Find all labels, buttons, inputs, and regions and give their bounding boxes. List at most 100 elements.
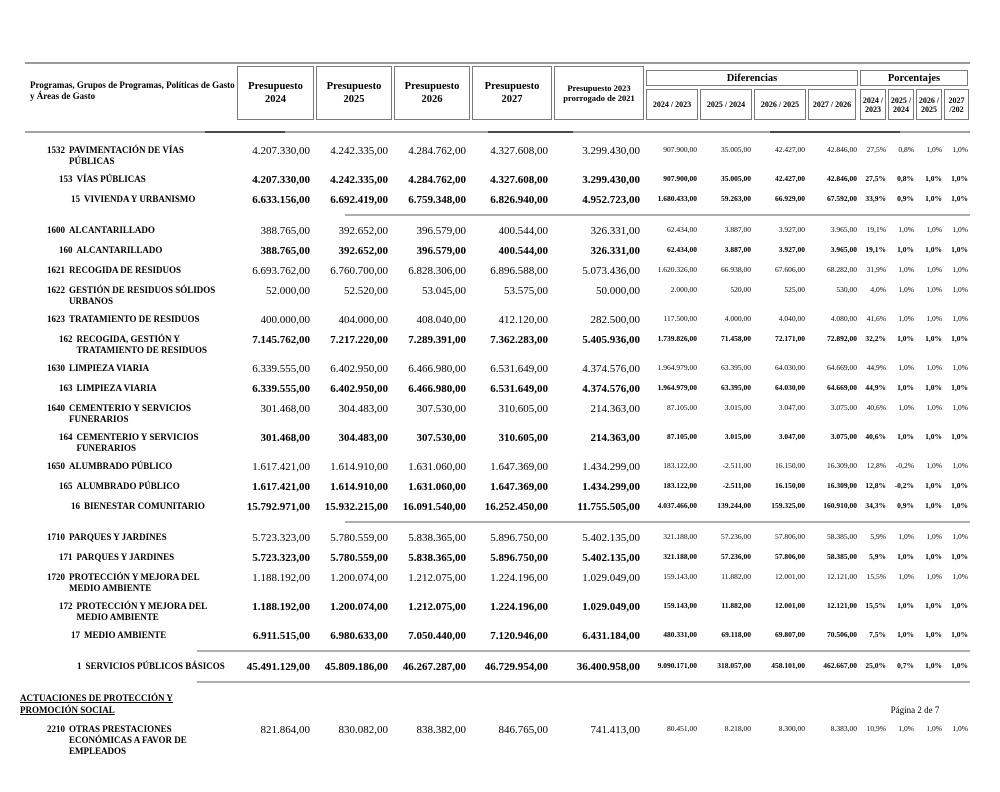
- budget-value-2: 7.050.440,00: [408, 630, 466, 642]
- pct-value-0: 5,9%: [870, 532, 886, 541]
- budget-value-0: 6.911.515,00: [252, 630, 310, 642]
- budget-value-3: 310.605,00: [498, 432, 549, 444]
- table-header: Programas, Grupos de Programas, Política…: [25, 0, 970, 138]
- table-row: 171 PARQUES Y JARDINES 5.723.323,00 5.780.5…: [25, 552, 970, 565]
- table-row: 2210 OTRAS PRESTACIONES ECONÓMICAS A FAVO…: [25, 724, 970, 757]
- budget-value-0: 1.617.421,00: [252, 481, 310, 493]
- diff-value-2: 72.171,00: [775, 334, 805, 343]
- table-row: 1 SERVICIOS PÚBLICOS BÁSICOS 45.491.129,00…: [25, 661, 970, 674]
- table-row: 1621 RECOGIDA DE RESIDUOS 6.693.762,00 6.76…: [25, 265, 970, 278]
- pct-value-2: 1,0%: [925, 174, 942, 183]
- budget-value-0: 301.468,00: [260, 432, 311, 444]
- row-name-text: ALUMBRADO PÚBLICO: [69, 461, 173, 471]
- budget-value-2: 1.631.060,00: [408, 481, 466, 493]
- row-name-text: PARQUES Y JARDINES: [69, 532, 167, 542]
- diff-value-1: -2.511,00: [722, 461, 751, 470]
- row-label: 2210 OTRAS PRESTACIONES ECONÓMICAS A FAVO…: [25, 724, 230, 757]
- row-name-text: LIMPIEZA VIARIA: [69, 363, 150, 373]
- pct-value-3: 1,0%: [951, 501, 968, 510]
- budget-value-1: 5.780.559,00: [330, 552, 388, 564]
- budget-value-3: 16.252.450,00: [484, 501, 548, 513]
- budget-value-0: 6.693.762,00: [252, 265, 310, 277]
- diff-value-1: 63.395,00: [721, 383, 751, 392]
- diff-value-3: 42.846,00: [827, 174, 857, 183]
- budget-value-2: 6.466.980,00: [408, 363, 466, 375]
- row-code: 1600: [47, 225, 65, 235]
- budget-value-3: 4.327.608,00: [490, 145, 548, 157]
- diff-value-1: 139.244,00: [717, 501, 751, 510]
- budget-value-3: 412.120,00: [498, 314, 549, 326]
- pct-value-1: 1,0%: [897, 630, 914, 639]
- diff-value-3: 12.121,00: [827, 572, 857, 581]
- table-row: 164 CEMENTERIO Y SERVICIOS FUNERARIOS 301.…: [25, 432, 970, 454]
- budget-value-0: 1.188.192,00: [252, 572, 310, 584]
- budget-value-4: 5.405.936,00: [582, 334, 640, 346]
- budget-value-4: 326.331,00: [590, 225, 641, 237]
- budget-value-4: 50.000,00: [596, 285, 640, 297]
- table-row: 162 RECOGIDA, GESTIÓN Y TRATAMIENTO DE RE…: [25, 334, 970, 356]
- budget-value-2: 53.045,00: [422, 285, 466, 297]
- pct-value-0: 4,0%: [870, 285, 886, 294]
- budget-value-1: 7.217.220,00: [330, 334, 388, 346]
- budget-value-4: 6.431.184,00: [582, 630, 640, 642]
- pct-value-3: 1,0%: [951, 661, 968, 670]
- row-code: 15: [71, 194, 80, 204]
- table-row: 1622 GESTIÓN DE RESIDUOS SÓLIDOS URBANOS 5…: [25, 285, 970, 307]
- header-rule-dark-segment: [770, 131, 900, 133]
- pct-value-0: 15,5%: [865, 601, 886, 610]
- budget-value-4: 4.952.723,00: [582, 194, 640, 206]
- pct-value-1: 1,0%: [898, 363, 914, 372]
- pct-value-1: 1,0%: [898, 572, 914, 581]
- pct-value-2: 1,0%: [925, 552, 942, 561]
- budget-value-1: 404.000,00: [338, 314, 389, 326]
- pct-value-2: 1,0%: [926, 724, 942, 733]
- budget-value-2: 6.759.348,00: [408, 194, 466, 206]
- pct-value-1: 1,0%: [898, 285, 914, 294]
- row-name-text: VÍAS PÚBLICAS: [76, 174, 146, 184]
- budget-value-3: 4.327.608,00: [490, 174, 548, 186]
- budget-value-4: 5.402.135,00: [582, 532, 640, 544]
- diff-value-0: 907.900,00: [663, 174, 697, 183]
- budget-value-2: 1.631.060,00: [408, 461, 466, 473]
- row-code: 171: [59, 552, 73, 562]
- pct-value-2: 1,0%: [925, 432, 942, 441]
- pct-value-1: 1,0%: [898, 532, 914, 541]
- pct-value-0: 44,9%: [865, 383, 886, 392]
- diff-value-2: 64.030,00: [775, 383, 805, 392]
- diff-value-2: 16.150,00: [775, 481, 805, 490]
- table-row: 15 VIVIENDA Y URBANISMO 6.633.156,00 6.692.…: [25, 194, 970, 207]
- row-code: 163: [59, 383, 73, 393]
- budget-value-0: 301.468,00: [260, 403, 311, 415]
- budget-value-1: 830.082,00: [338, 724, 389, 736]
- budget-value-2: 307.530,00: [416, 403, 467, 415]
- budget-value-4: 1.434.299,00: [582, 461, 640, 473]
- diff-value-1: 3.015,00: [724, 403, 751, 412]
- pct-value-1: 1,0%: [897, 552, 914, 561]
- pct-value-2: 1,0%: [926, 314, 942, 323]
- pct-value-3: 1,0%: [952, 225, 968, 234]
- pct-value-0: 41,6%: [866, 314, 886, 323]
- diff-value-3: 160.910,00: [823, 501, 857, 510]
- subheader-pct-2027-2026: 2027 /202: [944, 89, 969, 120]
- row-label: 1630 LIMPIEZA VIARIA: [25, 363, 230, 374]
- subheader-dif-2025-2024: 2025 / 2024: [700, 89, 752, 120]
- diff-value-2: 57.806,00: [775, 552, 805, 561]
- budget-value-4: 3.299.430,00: [582, 145, 640, 157]
- budget-value-2: 408.040,00: [416, 314, 467, 326]
- budget-value-1: 6.760.700,00: [330, 265, 388, 277]
- row-label: 17 MEDIO AMBIENTE: [25, 630, 230, 641]
- table-row: 1640 CEMENTERIO Y SERVICIOS FUNERARIOS 301…: [25, 403, 970, 425]
- row-code: 1621: [47, 265, 65, 275]
- budget-value-2: 4.284.762,00: [408, 174, 466, 186]
- row-name-text: SERVICIOS PÚBLICOS BÁSICOS: [85, 661, 225, 671]
- row-name-text: BIENESTAR COMUNITARIO: [84, 501, 205, 511]
- pct-value-3: 1,0%: [951, 174, 968, 183]
- budget-value-4: 3.299.430,00: [582, 174, 640, 186]
- pct-value-0: 40,6%: [865, 432, 886, 441]
- section-separator: [345, 521, 970, 523]
- column-header-presupuesto-2027: Presupuesto 2027: [472, 66, 552, 120]
- diff-value-3: 72.892,00: [827, 334, 857, 343]
- group-header-diferencias: Diferencias: [646, 70, 858, 86]
- row-code: 16: [71, 501, 80, 511]
